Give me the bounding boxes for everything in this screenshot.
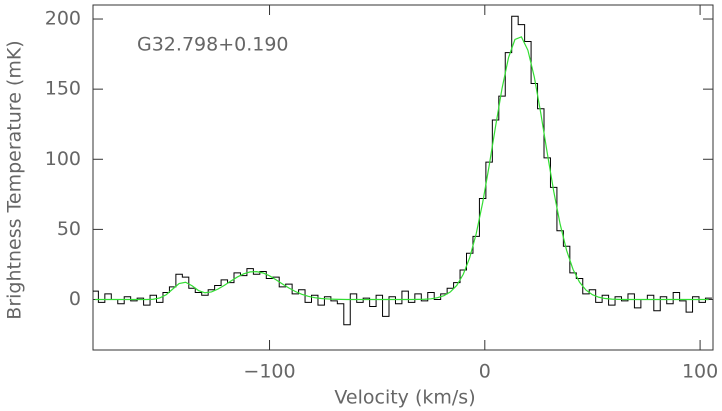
spectrum	[93, 15, 712, 326]
annotation: G32.798+0.190	[137, 34, 289, 56]
x-tick-label: −100	[243, 361, 295, 383]
y-tick-label: 150	[45, 78, 81, 100]
y-tick-label: 50	[57, 218, 81, 240]
y-tick-label: 200	[45, 8, 81, 30]
y-tick-label: 100	[45, 148, 81, 170]
plot-frame	[92, 4, 714, 351]
x-tick-label: 100	[682, 361, 718, 383]
x-axis-label: Velocity (km/s)	[334, 387, 475, 409]
y-tick-label: 0	[69, 288, 81, 310]
fit-line	[95, 36, 709, 301]
x-tick-label: 0	[479, 361, 491, 383]
y-axis-label: Brightness Temperature (mK)	[4, 40, 26, 319]
